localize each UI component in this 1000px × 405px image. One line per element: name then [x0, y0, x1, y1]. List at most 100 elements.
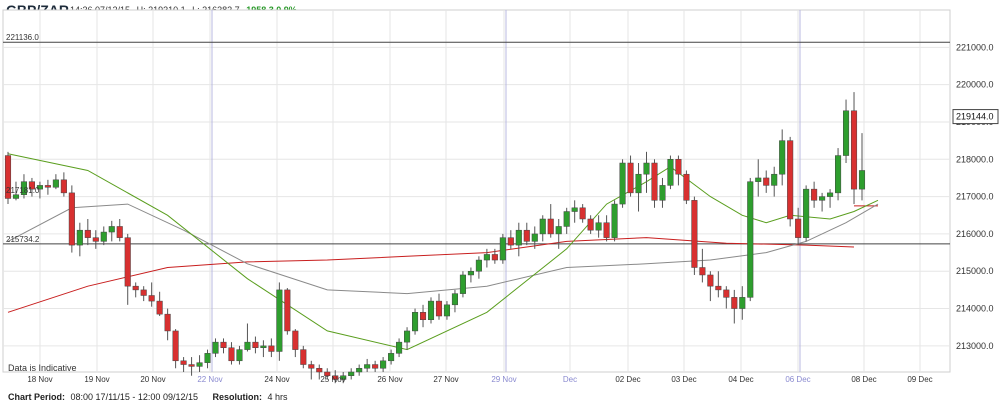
candle-body [858, 170, 866, 190]
x-tick-label: 02 Dec [615, 375, 640, 384]
candle-body [196, 362, 203, 367]
candle-body [659, 185, 666, 201]
candle-body [140, 289, 147, 296]
candle-body [356, 368, 363, 373]
y-tick-label: 214000.0 [956, 304, 994, 314]
left-ref-label: 221136.0 [6, 33, 39, 42]
candle-body [579, 207, 586, 220]
candle-body [116, 226, 123, 238]
candle-body [491, 254, 498, 261]
candle-body [268, 345, 275, 352]
candle-body [803, 188, 810, 238]
x-tick-label: 08 Dec [851, 375, 876, 384]
candle-body [763, 177, 770, 186]
candle-body [276, 289, 283, 352]
candle-body [100, 231, 107, 242]
candle-body [499, 237, 506, 261]
candle-body [348, 371, 355, 376]
candle-body [523, 229, 530, 242]
candle-body [364, 364, 371, 369]
candle-body [531, 233, 538, 242]
candle-body [539, 218, 546, 235]
candle-body [244, 341, 251, 350]
candle-body [547, 218, 554, 235]
x-tick-label: 29 Nov [491, 375, 516, 384]
candle-body [300, 349, 307, 365]
y-tick-label: 213000.0 [956, 341, 994, 351]
candle-body [419, 312, 427, 321]
candle-body [842, 110, 850, 156]
candle-body [172, 330, 179, 362]
x-tick-label: 26 Nov [377, 375, 402, 384]
candle-body [619, 162, 626, 205]
candle-body [212, 341, 219, 354]
candle-body [388, 353, 395, 362]
candle-body [435, 300, 443, 317]
candle-body [12, 194, 20, 199]
candle-body [723, 289, 730, 298]
candle-body [236, 349, 243, 362]
candle-body [747, 181, 754, 298]
candle-body [787, 140, 794, 220]
left-ref-label: 215734.2 [6, 235, 40, 244]
candle-body [108, 226, 115, 233]
candle-body [188, 364, 195, 367]
candle-body [651, 162, 658, 201]
candle-body [396, 341, 403, 354]
candle-body [180, 360, 187, 365]
candle-body [635, 173, 642, 194]
x-tick-label: Dec [563, 375, 577, 384]
candle-body [835, 155, 842, 194]
candle-body [260, 345, 267, 348]
candle-body [459, 274, 466, 294]
candle-body [811, 188, 818, 201]
candle-body [284, 289, 291, 332]
x-tick-label: 03 Dec [671, 375, 696, 384]
y-tick-label: 221000.0 [956, 42, 994, 52]
candle-body [475, 259, 482, 272]
candle-body [68, 192, 75, 246]
candle-body [372, 364, 379, 369]
candle-body [292, 330, 299, 350]
candle-body [515, 229, 522, 246]
x-tick-label: 24 Nov [264, 375, 289, 384]
candle-body [691, 200, 698, 268]
candle-body [643, 162, 650, 175]
candle-body [412, 312, 419, 332]
current-price-box [952, 109, 999, 125]
candle-body [84, 229, 91, 238]
candle-body [675, 159, 682, 175]
y-tick-label: 215000.0 [956, 266, 994, 276]
candle-body [850, 110, 858, 190]
candle-body [132, 285, 139, 291]
candle-body [92, 237, 99, 242]
candle-body [20, 181, 28, 195]
x-tick-label: 18 Nov [27, 375, 52, 384]
candle-body [739, 297, 746, 309]
candle-body [715, 285, 722, 291]
candle-body [819, 196, 826, 201]
candle-body [483, 254, 490, 261]
resolution-value: 4 hrs [267, 392, 288, 402]
chart-footer: Chart Period: 08:00 17/11/15 - 12:00 09/… [8, 392, 300, 402]
candle-body [316, 368, 323, 373]
candle-body [156, 300, 163, 315]
candle-body [699, 267, 706, 276]
candle-body [252, 341, 259, 348]
ma100-line [7, 237, 855, 313]
candle-body [324, 371, 331, 376]
candle-body [148, 295, 155, 302]
candle-body [76, 229, 83, 246]
candle-body [52, 179, 59, 188]
candle-body [404, 330, 411, 343]
candle-body [380, 360, 387, 369]
candle-body [340, 375, 347, 380]
candle-body [204, 353, 211, 363]
candle-body [4, 155, 12, 199]
candle-body [571, 207, 578, 212]
candle-body [595, 222, 602, 231]
period-value: 08:00 17/11/15 - 12:00 09/12/15 [70, 392, 198, 402]
candle-body [36, 185, 43, 190]
candle-body [627, 162, 634, 194]
